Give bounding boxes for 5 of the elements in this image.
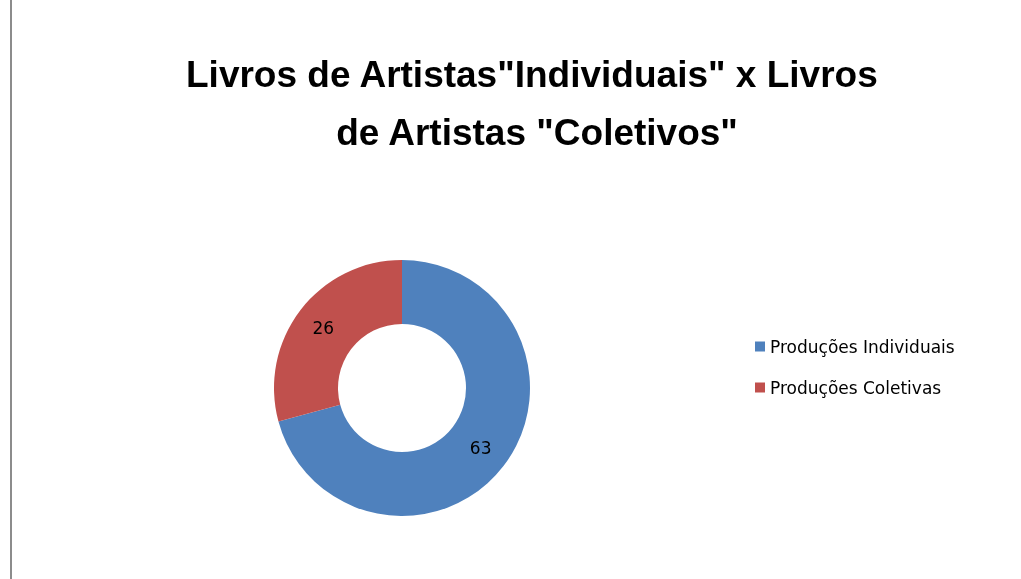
legend-label: Produções Coletivas [770, 377, 942, 398]
data-label: 26 [312, 317, 335, 338]
data-label: 63 [469, 438, 492, 459]
chart-title: Livros de Artistas"Individuais" x Livros de Artistas "Coletivos" [186, 53, 888, 153]
legend-label: Produções Individuais [770, 336, 955, 357]
